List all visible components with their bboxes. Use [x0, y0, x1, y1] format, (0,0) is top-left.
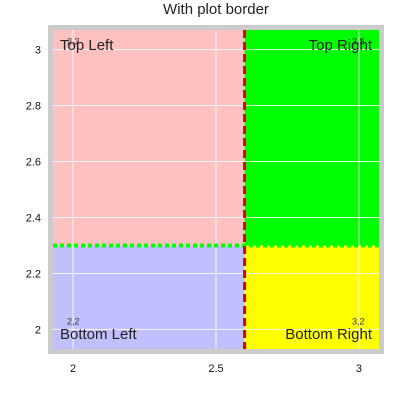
y-tick-label: 2.6: [26, 157, 41, 169]
y-tick-label: 2: [35, 324, 41, 336]
corner-coordinate-label: 3,2: [352, 316, 365, 326]
tick-layer: 2 2.5 3 2 2.2 2.4 2.6 2.8 3: [26, 45, 362, 375]
corner-coordinate-label: 2,3: [67, 37, 80, 47]
regions-layer: [53, 30, 379, 349]
y-tick-label: 2.2: [26, 268, 41, 280]
region-label: Top Right: [309, 37, 373, 54]
grid-layer: [53, 30, 379, 349]
region-label: Top Left: [60, 37, 114, 54]
region-label: Bottom Left: [60, 326, 138, 343]
region-top-left: [53, 30, 245, 246]
chart-title: With plot border: [163, 1, 269, 18]
corner-coordinate-label: 2,2: [67, 316, 80, 326]
region-top-right: [244, 30, 379, 246]
region-bottom-right: [244, 245, 379, 349]
x-tick-label: 3: [356, 363, 362, 375]
y-tick-label: 2.8: [26, 101, 41, 113]
region-label: Bottom Right: [285, 326, 373, 343]
divider-layer: [53, 30, 379, 349]
x-tick-label: 2: [70, 363, 76, 375]
plot-border: [48, 25, 384, 354]
x-tick-label: 2.5: [208, 363, 223, 375]
label-layer: Top Left Top Right Bottom Left Bottom Right…: [60, 37, 373, 343]
y-tick-label: 3: [35, 45, 41, 57]
corner-coordinate-label: 3,3: [352, 37, 365, 47]
y-tick-label: 2.4: [26, 212, 41, 224]
region-bottom-left: [53, 245, 245, 349]
